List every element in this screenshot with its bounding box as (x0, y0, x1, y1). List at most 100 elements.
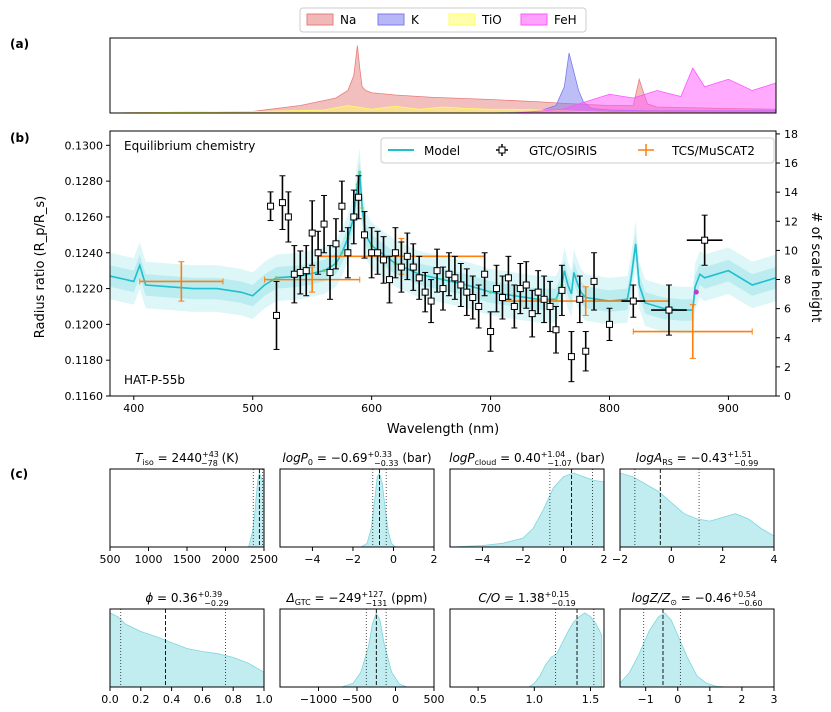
y-right-tick-label: 4 (784, 332, 791, 345)
gtc-point-48 (552, 305, 560, 354)
posterior-frame (109, 608, 265, 688)
posterior-panel-4: 0.0 0.2 0.4 0.6 0.8 1.0 ϕ = 0.36+0.39 −0.29 (101, 590, 273, 706)
gtc-point-41 (510, 284, 518, 329)
legend-feh-swatch (520, 13, 548, 26)
plot-area (110, 148, 776, 383)
panel-label-a: (a) (10, 37, 29, 51)
legend-k-swatch (377, 13, 405, 26)
y-tick-label: 0.1200 (65, 318, 104, 331)
gtc-point-9 (320, 194, 328, 254)
y-tick-label: 0.1160 (65, 390, 104, 403)
gtc-point-28 (433, 248, 441, 293)
posterior-frame (619, 468, 775, 548)
gtc-point-16 (361, 211, 369, 259)
legend-tcs-label: TCS/MuSCAT2 (671, 144, 755, 158)
x-tick-label: 700 (480, 402, 501, 415)
gtc-point-42 (516, 263, 524, 315)
gtc-point-51 (576, 275, 584, 324)
x-axis-label: Wavelength (nm) (387, 422, 499, 437)
posterior-panel-3: −2 0 2 4 logARS = −0.43+1.51 −0.99 (612, 450, 778, 566)
gtc-point-3 (284, 191, 292, 243)
posterior-tick-label: 1 (706, 693, 713, 706)
posterior-tick-label: 1.5 (582, 693, 600, 706)
posterior-tick-label: −1000 (300, 693, 337, 706)
posterior-tick-label: 0 (392, 693, 399, 706)
gtc-point-10 (326, 245, 334, 300)
posterior-tick-label: 0.6 (194, 693, 212, 706)
gtc-point-2 (278, 175, 286, 230)
y-tick-label: 0.1280 (65, 175, 104, 188)
model-binned-point (322, 269, 326, 273)
x-tick-label: 400 (123, 402, 144, 415)
y-tick-label: 0.1220 (65, 283, 104, 296)
y-right-tick-label: 0 (784, 390, 791, 403)
posterior-tick-label: −2 (515, 553, 531, 566)
posterior-tick-label: −2 (345, 553, 361, 566)
gtc-point-27 (427, 279, 435, 324)
gtc-point-4 (290, 245, 298, 304)
y-right-tick-label: 16 (784, 157, 798, 170)
posterior-tick-label: −1 (638, 693, 654, 706)
posterior-title: C/O = 1.38+0.15 −0.19 (478, 590, 575, 608)
y-right-tick-label: 8 (784, 274, 791, 287)
posterior-density (248, 471, 264, 547)
posterior-title: ΔGTC = −249+127 −131 (ppm) (286, 590, 428, 608)
posterior-tick-label: 0 (674, 693, 681, 706)
legend-gtc-label: GTC/OSIRIS (529, 144, 597, 158)
gtc-point-26 (421, 271, 429, 313)
posterior-tick-label: 0.0 (101, 693, 119, 706)
opacity-panel (109, 37, 777, 114)
equilibrium-annotation: Equilibrium chemistry (124, 139, 255, 153)
model-binned-point (358, 170, 362, 174)
legend-feh-label: FeH (554, 13, 577, 27)
posterior-tick-label: 500 (424, 693, 445, 706)
posterior-tick-label: 0.2 (132, 693, 150, 706)
posterior-title: logP0 = −0.69+0.33 −0.33 (bar) (282, 450, 431, 468)
posterior-panel-5: −1000 −500 0 500 ΔGTC = −249+127 −131 (ppm) (279, 590, 445, 706)
posterior-density (450, 472, 604, 547)
gtc-point-46 (540, 275, 548, 324)
posterior-tick-label: 0 (390, 553, 397, 566)
legend-gtc-marker (496, 144, 508, 156)
gtc-point-39 (498, 275, 506, 320)
gtc-point-25 (415, 255, 423, 300)
posterior-tick-label: −4 (304, 553, 320, 566)
legend-tio-swatch (448, 13, 476, 26)
gtc-point-52 (582, 331, 590, 372)
x-tick-label: 800 (599, 402, 620, 415)
posterior-title: logZ/Z⊙ = −0.46+0.54 −0.60 (632, 590, 763, 608)
opacity-feh-area (110, 67, 776, 113)
gtc-point-31 (451, 255, 459, 300)
tcs-point-0 (139, 261, 224, 302)
posterior-tick-label: −2 (612, 553, 628, 566)
posterior-density (360, 471, 397, 547)
posterior-panel-0: 500 1000 1500 2000 2500 Tiso = 2440+43 −78 (K) (100, 450, 279, 566)
legend-na-swatch (306, 13, 334, 26)
gtc-point-29 (439, 266, 447, 311)
y-axis-label: Radius ratio (R_p/R_s) (33, 196, 48, 338)
y-tick-label: 0.1240 (65, 247, 104, 260)
gtc-point-45 (534, 270, 542, 315)
model-binned-point (554, 297, 558, 301)
posterior-tick-label: 2 (719, 553, 726, 566)
posterior-title: ϕ = 0.36+0.39 −0.29 (145, 590, 228, 608)
gtc-point-21 (391, 227, 399, 279)
posterior-frame (279, 608, 435, 688)
gtc-point-24 (409, 243, 417, 291)
gtc-point-0 (267, 191, 275, 222)
posterior-tick-label: 1.0 (526, 693, 544, 706)
posterior-tick-label: 0 (560, 553, 567, 566)
model-binned-point (360, 206, 364, 210)
posterior-panel-6: 0.5 1.0 1.5 C/O = 1.38+0.15 −0.19 (449, 590, 605, 706)
posterior-tick-label: 0 (668, 553, 675, 566)
tcs-point-4 (632, 304, 753, 359)
gtc-point-32 (457, 263, 465, 307)
y-tick-label: 0.1300 (65, 139, 104, 152)
gtc-point-53 (590, 252, 598, 311)
y-right-tick-label: 18 (784, 128, 798, 141)
posterior-tick-label: 3 (771, 693, 778, 706)
posterior-tick-label: 500 (100, 553, 121, 566)
posterior-title: Tiso = 2440+43 −78 (K) (135, 450, 239, 468)
